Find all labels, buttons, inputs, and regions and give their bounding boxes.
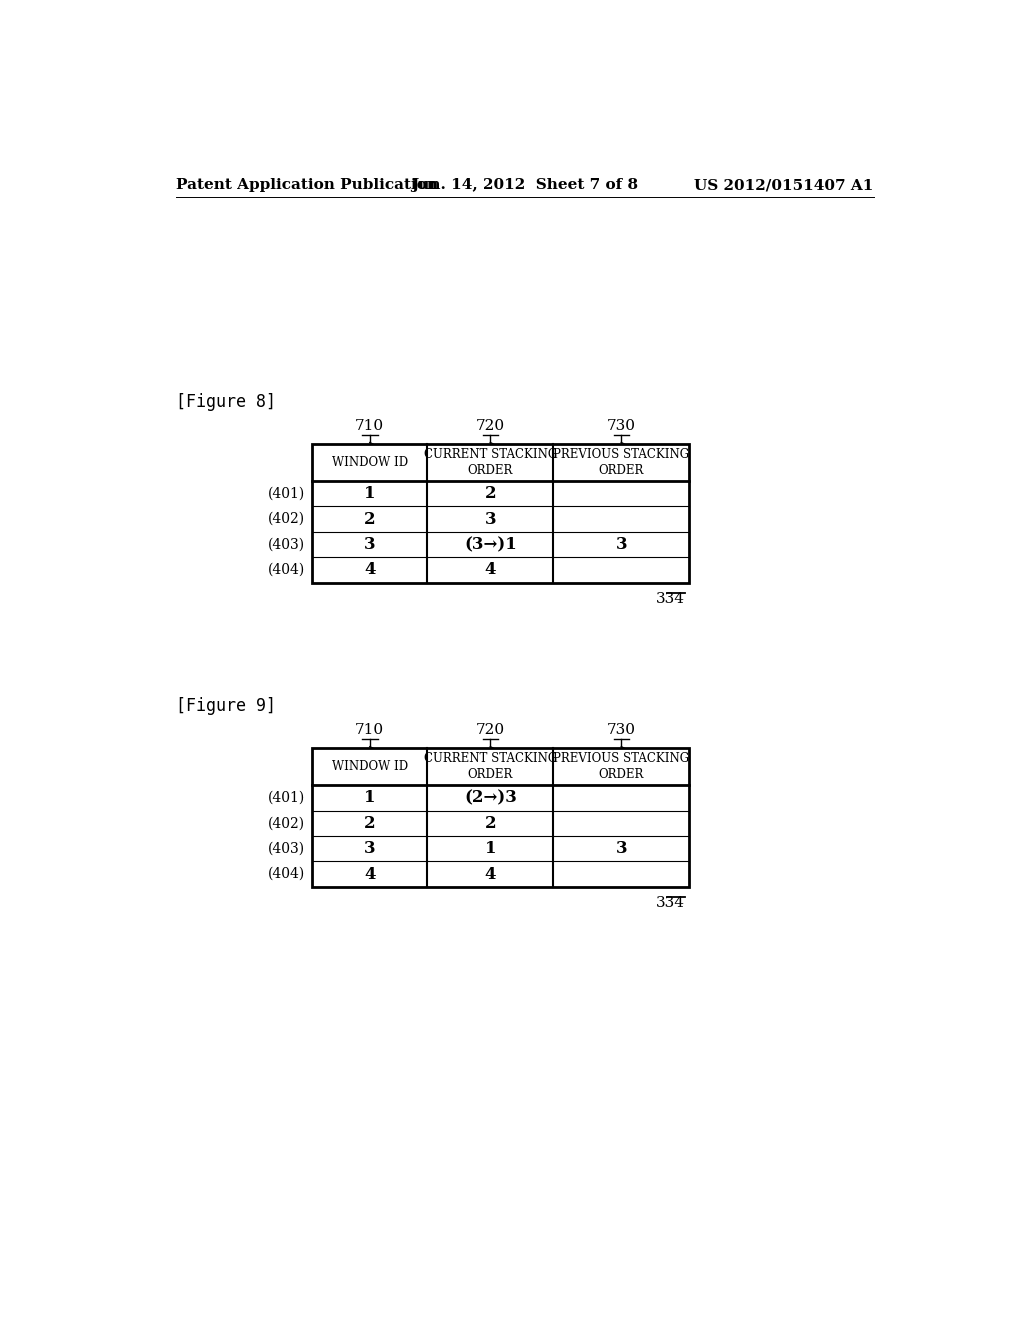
- Text: (2→)3: (2→)3: [464, 789, 517, 807]
- Text: 1: 1: [484, 841, 496, 857]
- Text: Jun. 14, 2012  Sheet 7 of 8: Jun. 14, 2012 Sheet 7 of 8: [412, 178, 638, 193]
- Text: 1: 1: [365, 789, 376, 807]
- Text: 3: 3: [615, 841, 627, 857]
- Text: 4: 4: [365, 866, 376, 883]
- Text: 334: 334: [656, 591, 685, 606]
- Text: 3: 3: [615, 536, 627, 553]
- Text: 730: 730: [607, 418, 636, 433]
- Text: 710: 710: [355, 723, 384, 737]
- Text: 4: 4: [365, 561, 376, 578]
- Text: 2: 2: [484, 814, 496, 832]
- Text: Patent Application Publication: Patent Application Publication: [176, 178, 438, 193]
- Text: WINDOW ID: WINDOW ID: [332, 760, 408, 774]
- Text: 730: 730: [607, 723, 636, 737]
- Text: [Figure 8]: [Figure 8]: [176, 393, 276, 412]
- Text: (401): (401): [267, 791, 305, 805]
- Text: 720: 720: [476, 723, 505, 737]
- Text: CURRENT STACKING
ORDER: CURRENT STACKING ORDER: [424, 447, 557, 477]
- Text: 4: 4: [484, 561, 496, 578]
- Text: 3: 3: [364, 536, 376, 553]
- Text: WINDOW ID: WINDOW ID: [332, 455, 408, 469]
- Text: PREVIOUS STACKING
ORDER: PREVIOUS STACKING ORDER: [553, 447, 689, 477]
- Text: 334: 334: [656, 896, 685, 909]
- Text: 2: 2: [364, 511, 376, 528]
- Text: (403): (403): [267, 537, 305, 552]
- Text: 2: 2: [484, 486, 496, 502]
- Text: 1: 1: [365, 486, 376, 502]
- Text: (402): (402): [267, 512, 305, 527]
- Text: 720: 720: [476, 418, 505, 433]
- Text: CURRENT STACKING
ORDER: CURRENT STACKING ORDER: [424, 752, 557, 781]
- Text: 2: 2: [364, 814, 376, 832]
- Text: (3→)1: (3→)1: [464, 536, 517, 553]
- Bar: [312, 748, 689, 887]
- Text: 3: 3: [484, 511, 496, 528]
- Text: (404): (404): [267, 562, 305, 577]
- Text: [Figure 9]: [Figure 9]: [176, 697, 276, 715]
- Text: US 2012/0151407 A1: US 2012/0151407 A1: [694, 178, 873, 193]
- Text: 3: 3: [364, 841, 376, 857]
- Text: (401): (401): [267, 487, 305, 500]
- Text: PREVIOUS STACKING
ORDER: PREVIOUS STACKING ORDER: [553, 752, 689, 781]
- Bar: [312, 444, 689, 582]
- Text: (404): (404): [267, 867, 305, 882]
- Text: (402): (402): [267, 816, 305, 830]
- Text: 710: 710: [355, 418, 384, 433]
- Text: 4: 4: [484, 866, 496, 883]
- Text: (403): (403): [267, 842, 305, 855]
